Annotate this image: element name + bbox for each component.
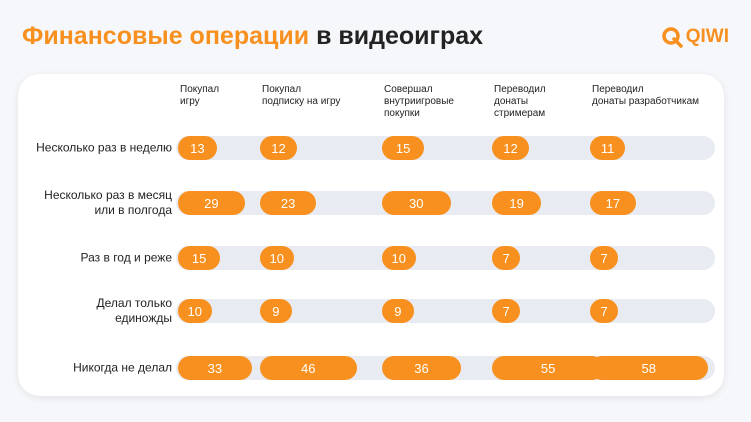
card xyxy=(18,74,724,396)
value-label: 46 xyxy=(301,360,316,376)
row-label: Несколько раз в неделю xyxy=(36,140,172,155)
bar: 58 xyxy=(590,356,708,380)
bar: 10 xyxy=(178,299,212,323)
bar: 9 xyxy=(382,299,414,323)
value-label: 7 xyxy=(502,303,510,319)
row-label: Никогда не делал xyxy=(73,360,172,375)
value-label: 30 xyxy=(409,195,424,211)
bar: 12 xyxy=(492,136,529,160)
column-header: Переводил донаты разработчикам xyxy=(592,84,700,107)
bar: 7 xyxy=(492,246,521,270)
row-track xyxy=(176,246,715,270)
title: Финансовые операции в видеоиграх xyxy=(22,22,483,51)
value-label: 12 xyxy=(271,140,286,156)
bar: 46 xyxy=(260,356,357,380)
value-label: 9 xyxy=(394,303,402,319)
bar: 7 xyxy=(492,299,521,323)
value-label: 7 xyxy=(600,250,608,266)
value-label: 58 xyxy=(641,360,656,376)
value-label: 11 xyxy=(600,140,615,156)
title-part: в видеоиграх xyxy=(316,22,484,50)
bar: 30 xyxy=(382,191,451,215)
value-label: 9 xyxy=(272,303,280,319)
value-label: 13 xyxy=(190,140,205,156)
value-label: 33 xyxy=(207,360,223,376)
column-header: Покупал игру xyxy=(180,84,220,107)
logo-text: QIWI xyxy=(685,26,729,47)
value-label: 15 xyxy=(395,140,411,156)
value-label: 23 xyxy=(280,195,296,211)
value-label: 7 xyxy=(600,303,608,319)
bar: 10 xyxy=(382,246,416,270)
bar: 11 xyxy=(590,136,626,160)
bar: 15 xyxy=(382,136,425,160)
value-label: 10 xyxy=(269,250,284,266)
value-label: 12 xyxy=(503,140,518,156)
bar: 29 xyxy=(178,191,245,215)
value-label: 10 xyxy=(187,303,202,319)
column-header: Покупал подписку на игру xyxy=(262,84,341,107)
bar: 36 xyxy=(382,356,461,380)
logo-icon xyxy=(661,27,683,48)
bar: 13 xyxy=(178,136,217,160)
value-label: 7 xyxy=(502,250,510,266)
row-label: Несколько раз в месяц или в полгода xyxy=(44,188,172,217)
value-label: 15 xyxy=(191,250,207,266)
bar: 17 xyxy=(590,191,636,215)
bar: 33 xyxy=(178,356,252,380)
bar: 19 xyxy=(492,191,542,215)
value-label: 17 xyxy=(605,195,621,211)
logo: QIWI xyxy=(661,26,729,48)
bar: 23 xyxy=(260,191,317,215)
bar: 55 xyxy=(492,356,605,380)
row-track xyxy=(176,136,715,160)
title-part: Финансовые операции xyxy=(22,22,310,50)
row-label: Делал только единожды xyxy=(96,296,173,325)
row-label: Раз в год и реже xyxy=(80,250,173,265)
value-label: 19 xyxy=(509,195,524,211)
bar: 7 xyxy=(590,246,619,270)
value-label: 36 xyxy=(414,360,429,376)
column-header: Переводил донаты стримерам xyxy=(494,84,546,119)
value-label: 29 xyxy=(204,195,219,211)
bar: 10 xyxy=(260,246,294,270)
column-header: Совершал внутриигровые покупки xyxy=(384,84,454,119)
value-label: 10 xyxy=(391,250,406,266)
bar: 7 xyxy=(590,299,619,323)
bar: 12 xyxy=(260,136,297,160)
value-label: 55 xyxy=(540,360,556,376)
bar: 15 xyxy=(178,246,221,270)
bar: 9 xyxy=(260,299,292,323)
row-track xyxy=(176,299,715,323)
